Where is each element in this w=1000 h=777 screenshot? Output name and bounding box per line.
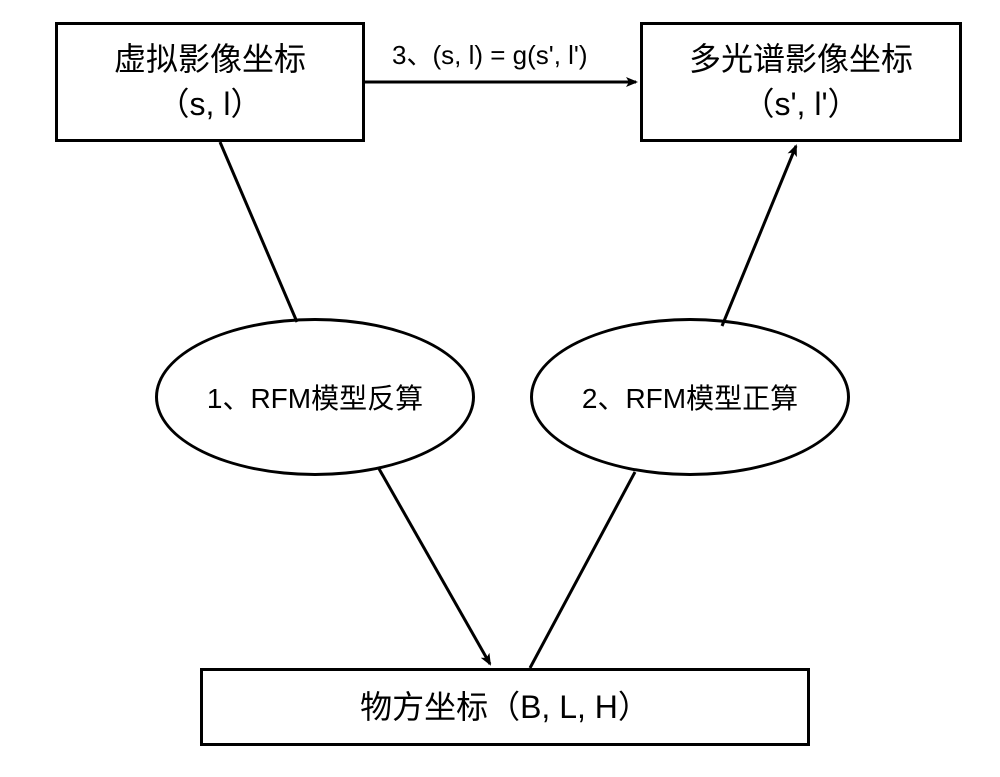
node-virtual-coord: 虚拟影像坐标 （s, l） [55,22,365,142]
node-multispectral-coord-line2: （s', l'） [742,82,859,127]
node-rfm-inverse-text: 1、RFM模型反算 [207,377,423,417]
node-virtual-coord-line1: 虚拟影像坐标 [114,37,306,82]
node-multispectral-coord-line1: 多光谱影像坐标 [689,37,913,82]
node-object-coord-text: 物方坐标（B, L, H） [360,685,650,730]
edge-left-seg1 [220,142,297,322]
edge-right-seg2 [722,146,796,326]
node-rfm-forward-text: 2、RFM模型正算 [582,377,798,417]
edge-top-label: 3、(s, l) = g(s', l') [392,35,588,72]
node-multispectral-coord: 多光谱影像坐标 （s', l'） [640,22,962,142]
node-rfm-inverse: 1、RFM模型反算 [155,318,475,476]
edge-left-seg2 [378,467,490,664]
edge-right-seg1 [530,472,635,668]
node-object-coord: 物方坐标（B, L, H） [200,668,810,746]
node-rfm-forward: 2、RFM模型正算 [530,318,850,476]
node-virtual-coord-line2: （s, l） [158,82,263,127]
